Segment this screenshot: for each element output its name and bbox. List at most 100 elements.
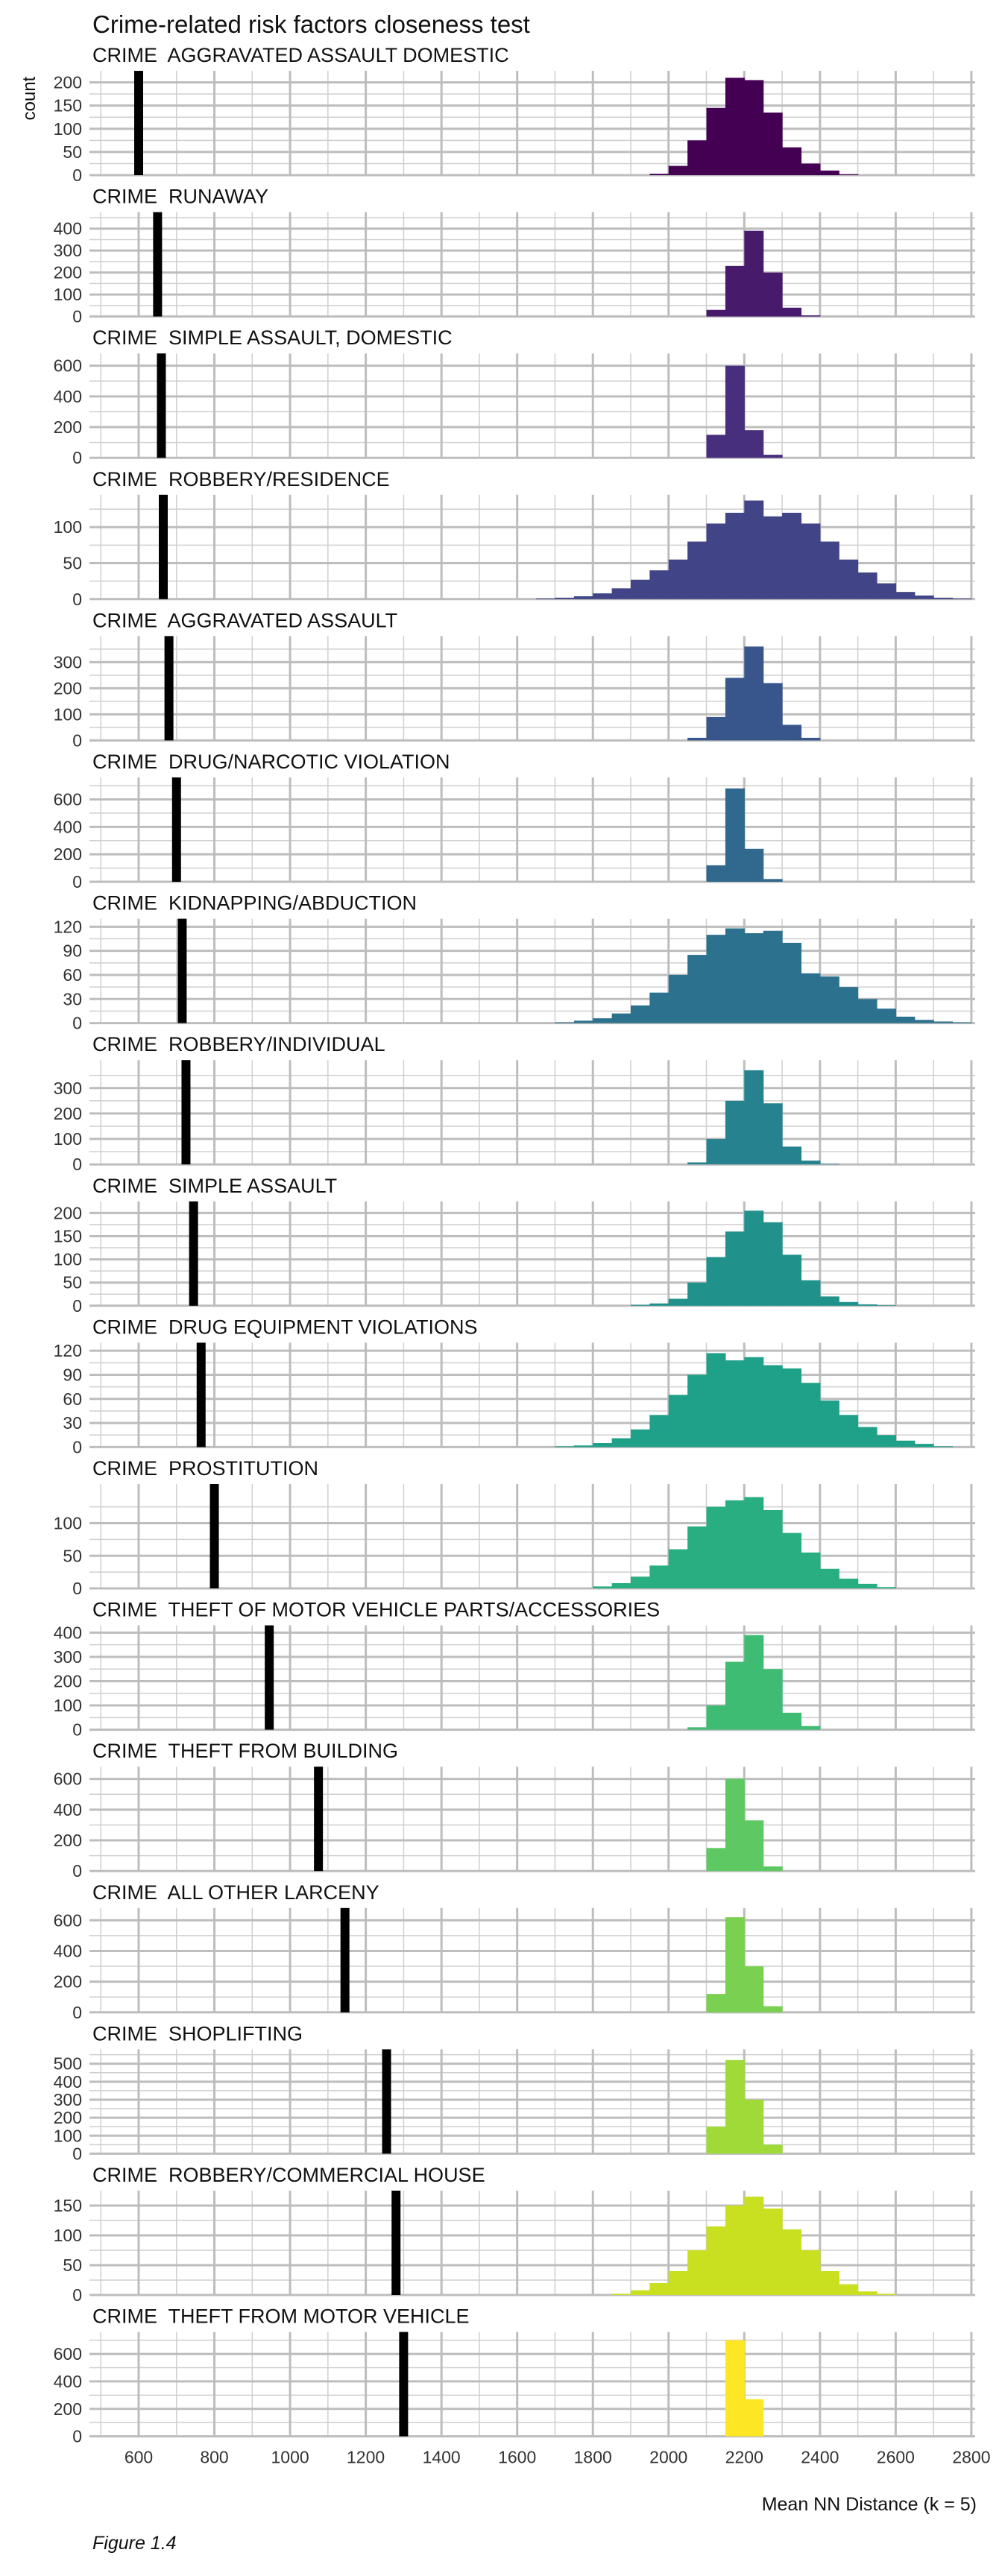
observed-value-line (164, 636, 174, 741)
histogram-bar (668, 165, 688, 175)
y-tick-label: 100 (54, 2226, 82, 2245)
histogram-bar (706, 2226, 726, 2295)
histogram-bar (782, 307, 802, 317)
y-tick-label: 200 (54, 1671, 82, 1690)
panel-label: CRIME THEFT FROM BUILDING (92, 1740, 398, 1762)
y-tick-label: 300 (54, 1647, 82, 1667)
histogram-bar (819, 1568, 839, 1588)
histogram-bar (763, 2209, 783, 2295)
histogram-bar (857, 1427, 877, 1448)
histogram-bar (573, 1445, 593, 1448)
histogram-bar (555, 1446, 575, 1448)
y-tick-label: 0 (72, 165, 82, 185)
y-tick-label: 50 (63, 142, 82, 162)
histogram-bar (914, 595, 934, 599)
y-tick-label: 120 (54, 917, 82, 936)
histogram-bar (687, 1162, 708, 1165)
y-tick-label: 90 (63, 1365, 82, 1384)
y-tick-label: 200 (54, 1831, 82, 1850)
histogram-bar (706, 309, 726, 317)
panel-label: CRIME THEFT OF MOTOR VEHICLE PARTS/ACCES… (92, 1599, 660, 1621)
y-tick-label: 0 (72, 1579, 82, 1598)
histogram-bar (763, 516, 783, 599)
histogram-bar (631, 2290, 650, 2295)
histogram-bar (839, 174, 859, 175)
histogram-bar (649, 1303, 669, 1306)
histogram-bar (763, 2144, 783, 2154)
y-tick-label: 600 (54, 1770, 82, 1789)
histogram-bar (782, 1368, 802, 1448)
histogram-bar (668, 559, 688, 599)
histogram-bar (706, 1994, 726, 2012)
histogram-bar (782, 1712, 802, 1730)
histogram-bar (725, 1500, 745, 1588)
histogram-bar (819, 170, 839, 175)
panel-background (89, 2049, 975, 2154)
y-tick-label: 0 (72, 1014, 82, 1033)
y-tick-label: 300 (54, 241, 82, 260)
y-tick-label: 600 (54, 356, 82, 376)
histogram-bar (763, 272, 783, 317)
observed-value-line (181, 1060, 191, 1165)
observed-value-line (189, 1201, 198, 1306)
histogram-bar (631, 579, 650, 599)
histogram-bar (649, 1415, 669, 1448)
facet-panel: 0 200 400 600 CRIME THEFT FROM BUILDING (54, 1740, 975, 1881)
histogram-bar (573, 1020, 593, 1023)
panel-background (89, 71, 975, 175)
facet-panel: 0 100 200 300 400 CRIME RUNAWAY (54, 186, 975, 326)
histogram-bar (706, 435, 726, 458)
y-tick-label: 100 (54, 517, 82, 537)
y-tick-label: 0 (72, 1296, 82, 1316)
observed-value-line (153, 212, 163, 317)
panel-label: CRIME THEFT FROM MOTOR VEHICLE (92, 2305, 470, 2328)
panel-label: CRIME DRUG EQUIPMENT VIOLATIONS (92, 1316, 478, 1338)
panel-label: CRIME DRUG/NARCOTIC VIOLATION (92, 751, 450, 773)
histogram-bar (895, 592, 916, 599)
histogram-bar (744, 646, 764, 741)
histogram-bar (857, 2291, 877, 2295)
histogram-bar (801, 1280, 821, 1306)
histogram-bar (782, 512, 802, 599)
panel-label: CRIME RUNAWAY (92, 186, 268, 208)
facet-panel: 0 100 200 300 CRIME ROBBERY/INDIVIDUAL (54, 1033, 975, 1174)
observed-value-line (399, 2332, 409, 2437)
histogram-bar (611, 1438, 631, 1448)
histogram-bar (611, 1013, 631, 1023)
histogram-bar (631, 1005, 650, 1023)
histogram-bar (725, 928, 745, 1023)
histogram-bar (763, 1365, 783, 1448)
y-tick-label: 100 (54, 2126, 82, 2145)
histogram-bar (744, 848, 764, 882)
y-tick-label: 0 (72, 2003, 82, 2022)
histogram-bar (744, 1820, 764, 1872)
y-tick-label: 100 (54, 119, 82, 139)
histogram-bar (611, 588, 631, 599)
facet-panel: 0 200 400 600 CRIME SIMPLE ASSAULT, DOMESTIC (54, 326, 975, 467)
panel-label: CRIME SIMPLE ASSAULT (92, 1175, 337, 1197)
histogram-bar (744, 1357, 764, 1448)
facet-panel: 0 50 100 150 200 CRIME AGGRAVATED ASSAULT DOM… (54, 44, 975, 185)
histogram-bar (649, 2283, 669, 2295)
y-tick-label: 300 (54, 1079, 82, 1098)
histogram-bar (782, 724, 802, 741)
histogram-bar (555, 597, 575, 599)
y-tick-label: 200 (54, 1104, 82, 1123)
histogram-bar (877, 2294, 896, 2295)
histogram-bar (744, 1497, 764, 1588)
histogram-bar (877, 583, 896, 599)
histogram-bar (857, 1583, 877, 1588)
histogram-bar (687, 541, 708, 599)
y-tick-label: 0 (72, 2285, 82, 2305)
y-tick-label: 60 (63, 965, 82, 985)
histogram-bar (895, 1440, 916, 1448)
histogram-bar (914, 1444, 934, 1448)
histogram-bar (706, 1139, 726, 1165)
histogram-bar (706, 1848, 726, 1872)
histogram-bar (668, 974, 688, 1023)
histogram-bar (744, 1635, 764, 1730)
histogram-bar (763, 113, 783, 175)
histogram-bar (839, 987, 859, 1023)
y-tick-label: 300 (54, 652, 82, 672)
facet-panel: 0 30 60 90 120 CRIME KIDNAPPING/ABDUCTION (54, 892, 975, 1033)
